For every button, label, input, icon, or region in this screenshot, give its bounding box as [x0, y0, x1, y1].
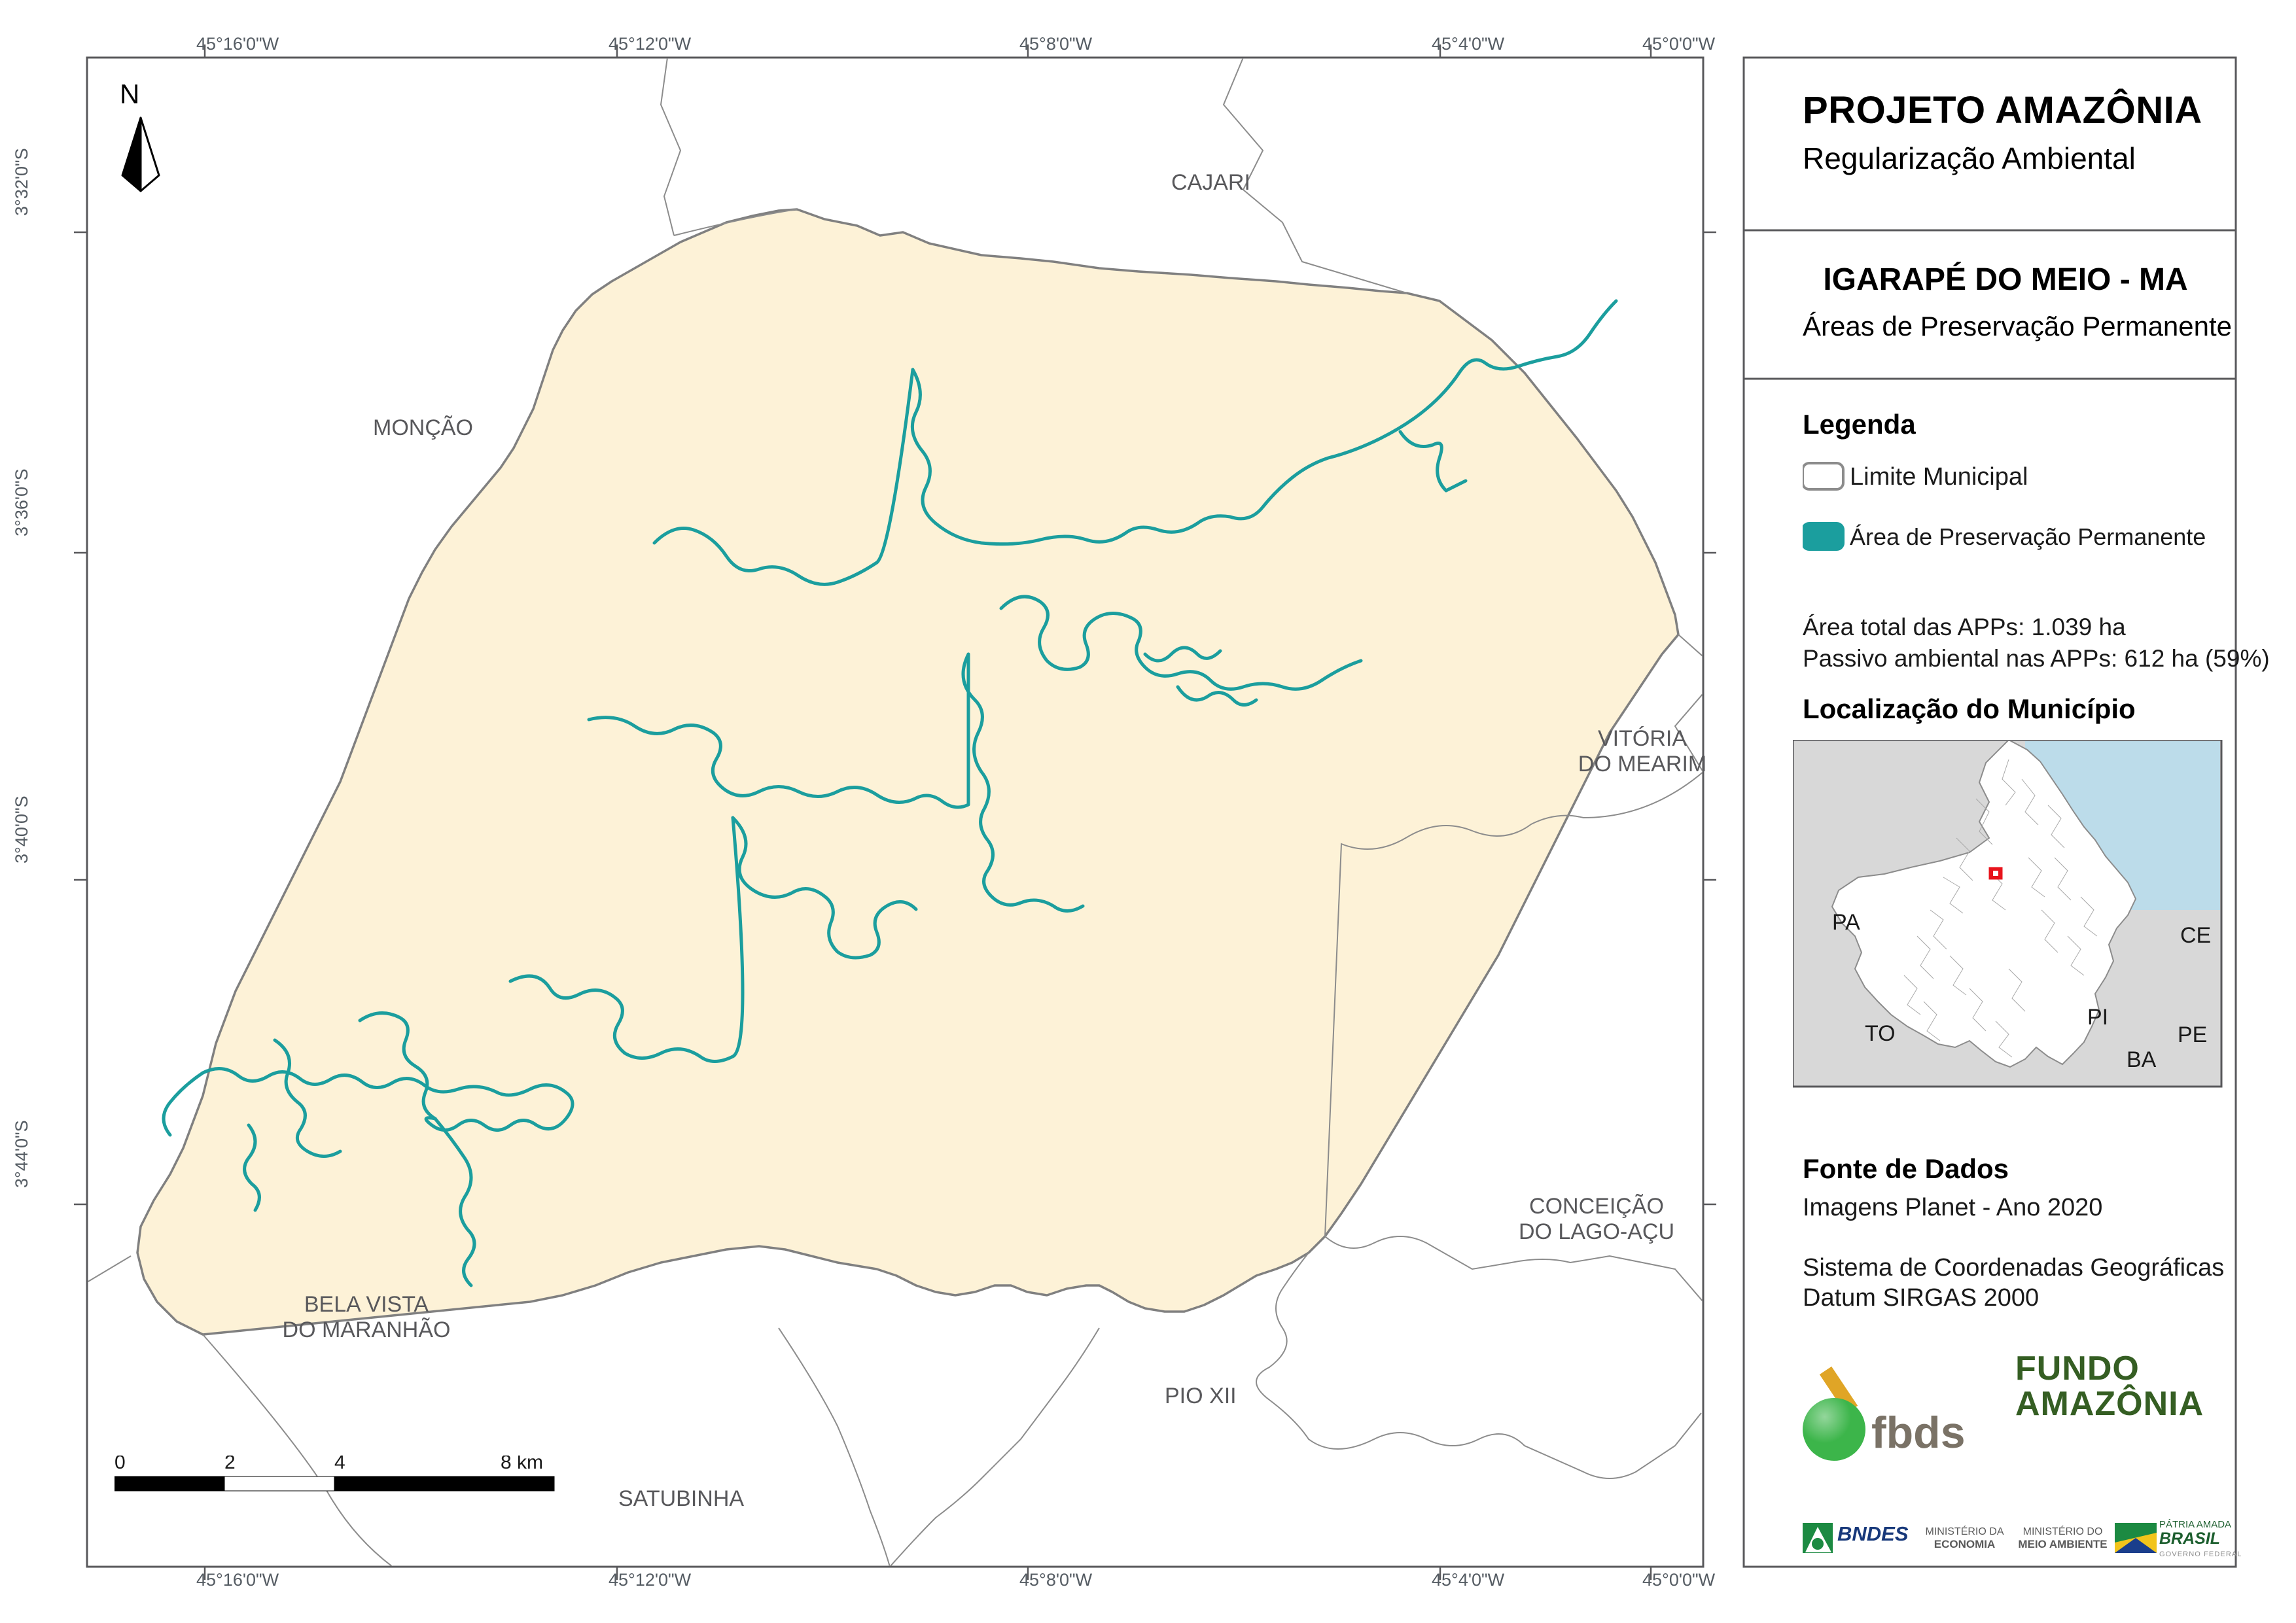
svg-text:PE: PE — [2178, 1022, 2207, 1047]
svg-text:4: 4 — [334, 1456, 345, 1473]
svg-text:N: N — [120, 79, 139, 109]
svg-text:CE: CE — [2180, 923, 2211, 948]
svg-text:Limite Municipal: Limite Municipal — [1850, 463, 2028, 491]
svg-text:BA: BA — [2127, 1047, 2157, 1072]
svg-text:fbds: fbds — [1871, 1408, 1966, 1457]
svg-text:2: 2 — [224, 1456, 236, 1473]
svg-text:PI: PI — [2087, 1005, 2108, 1030]
svg-text:0: 0 — [115, 1456, 126, 1473]
svg-text:Área de Preservação Permanente: Área de Preservação Permanente — [1850, 523, 2206, 550]
svg-text:8 km: 8 km — [501, 1456, 543, 1473]
svg-text:PA: PA — [1832, 910, 1860, 935]
svg-text:TO: TO — [1865, 1021, 1896, 1046]
